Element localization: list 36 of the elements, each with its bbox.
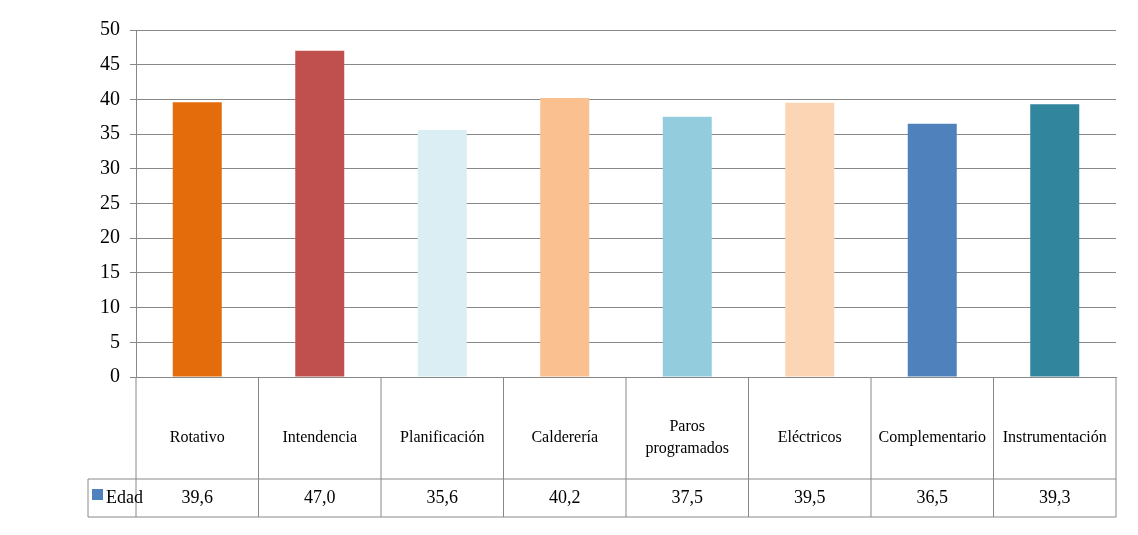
y-tick-label: 25: [100, 190, 120, 213]
data-label: 36,5: [916, 486, 948, 507]
y-tick-label: 40: [100, 86, 120, 109]
data-label: 39,6: [181, 486, 213, 507]
y-tick-label: 15: [100, 260, 120, 283]
x-tick-label: Eléctricos: [777, 428, 842, 446]
x-tick-label: Calderería: [531, 428, 599, 446]
y-tick-label: 20: [100, 225, 120, 248]
x-tick-label: Planificación: [400, 428, 485, 446]
bar: [295, 50, 345, 377]
legend-label: Edad: [106, 486, 143, 507]
bar: [540, 98, 590, 377]
x-tick-label: Intendencia: [282, 428, 358, 446]
y-tick-label: 45: [100, 51, 120, 74]
data-label: 40,2: [549, 486, 581, 507]
y-tick-label: 35: [100, 121, 120, 144]
data-label: 39,5: [794, 486, 826, 507]
bar: [417, 129, 467, 377]
bar: [785, 102, 835, 377]
y-tick-label: 10: [100, 294, 120, 317]
data-label: 35,6: [426, 486, 458, 507]
bar: [662, 116, 712, 377]
y-tick-label: 0: [110, 364, 120, 387]
y-tick-label: 30: [100, 156, 120, 179]
y-tick-label: 50: [100, 17, 120, 40]
data-label: 37,5: [671, 486, 703, 507]
y-tick-label: 5: [110, 329, 120, 352]
x-tick-label: Paros programados: [645, 417, 730, 458]
x-tick-label: Complementario: [878, 428, 987, 447]
x-tick-label: Rotativo: [169, 428, 225, 446]
data-label: 47,0: [304, 486, 336, 507]
data-label: 39,3: [1039, 486, 1071, 507]
bar: [907, 123, 957, 377]
bar: [172, 102, 222, 377]
x-tick-label: Instrumentación: [1002, 428, 1107, 446]
bar: [1030, 104, 1080, 377]
